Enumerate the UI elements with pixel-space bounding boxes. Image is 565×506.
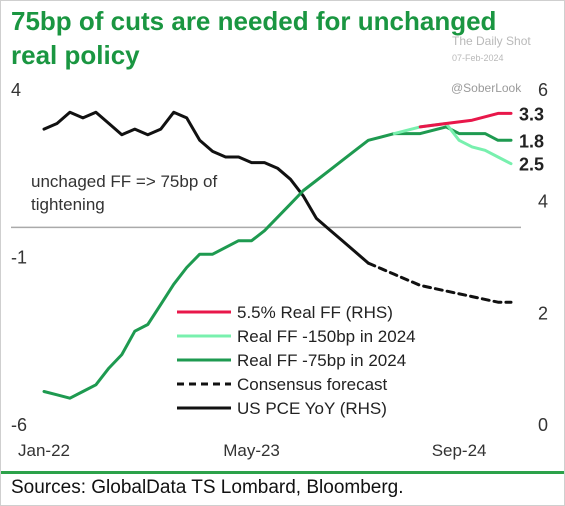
legend: 5.5% Real FF (RHS) Real FF -150bp in 2024… — [177, 303, 416, 418]
legend-label: US PCE YoY (RHS) — [237, 399, 387, 418]
chart-plot: 4 -1 -6 6 4 2 0 Jan-22 May-23 Sep-24 unchaged FF … — [11, 80, 548, 460]
author-handle: @SoberLook — [451, 81, 522, 95]
source-note: Sources: GlobalData TS Lombard, Bloomber… — [11, 477, 404, 498]
end-labels-group: 3.3 2.5 1.8 — [519, 104, 544, 174]
series-group — [42, 110, 513, 400]
annotation-line: tightening — [31, 195, 105, 214]
watermark-date: 07-Feb-2024 — [452, 53, 504, 63]
legend-label: Real FF -75bp in 2024 — [237, 351, 406, 370]
annotation-group: unchaged FF => 75bp of tightening — [31, 172, 217, 214]
series-line-2 — [42, 125, 513, 400]
legend-label: Consensus forecast — [237, 375, 388, 394]
right-tick-label: 2 — [538, 303, 548, 323]
title-line-1: 75bp of cuts are needed for unchanged — [11, 6, 497, 36]
series-line-1 — [366, 261, 513, 304]
left-tick-label: 4 — [11, 80, 21, 100]
series-line-3 — [392, 122, 513, 166]
x-tick-label: Jan-22 — [18, 441, 70, 460]
title-line-2: real policy — [11, 40, 140, 70]
left-tick-label: -6 — [11, 415, 27, 435]
legend-label: 5.5% Real FF (RHS) — [237, 303, 393, 322]
chart-title: 75bp of cuts are needed for unchanged re… — [11, 4, 531, 72]
end-label: 3.3 — [519, 104, 544, 124]
left-tick-label: -1 — [11, 248, 27, 268]
right-tick-label: 4 — [538, 192, 548, 212]
end-label: 2.5 — [519, 155, 544, 175]
right-tick-label: 6 — [538, 80, 548, 100]
series-line-0 — [42, 110, 370, 265]
legend-label: Real FF -150bp in 2024 — [237, 327, 416, 346]
series-line-4 — [418, 111, 513, 129]
axis-labels-group: 4 -1 -6 6 4 2 0 Jan-22 May-23 Sep-24 — [11, 80, 548, 460]
footer-divider — [1, 471, 564, 474]
right-tick-label: 0 — [538, 415, 548, 435]
watermark-name: The Daily Shot — [452, 34, 531, 48]
annotation-line: unchaged FF => 75bp of — [31, 172, 217, 191]
x-tick-label: Sep-24 — [432, 441, 487, 460]
end-label: 1.8 — [519, 131, 544, 151]
x-tick-label: May-23 — [223, 441, 280, 460]
